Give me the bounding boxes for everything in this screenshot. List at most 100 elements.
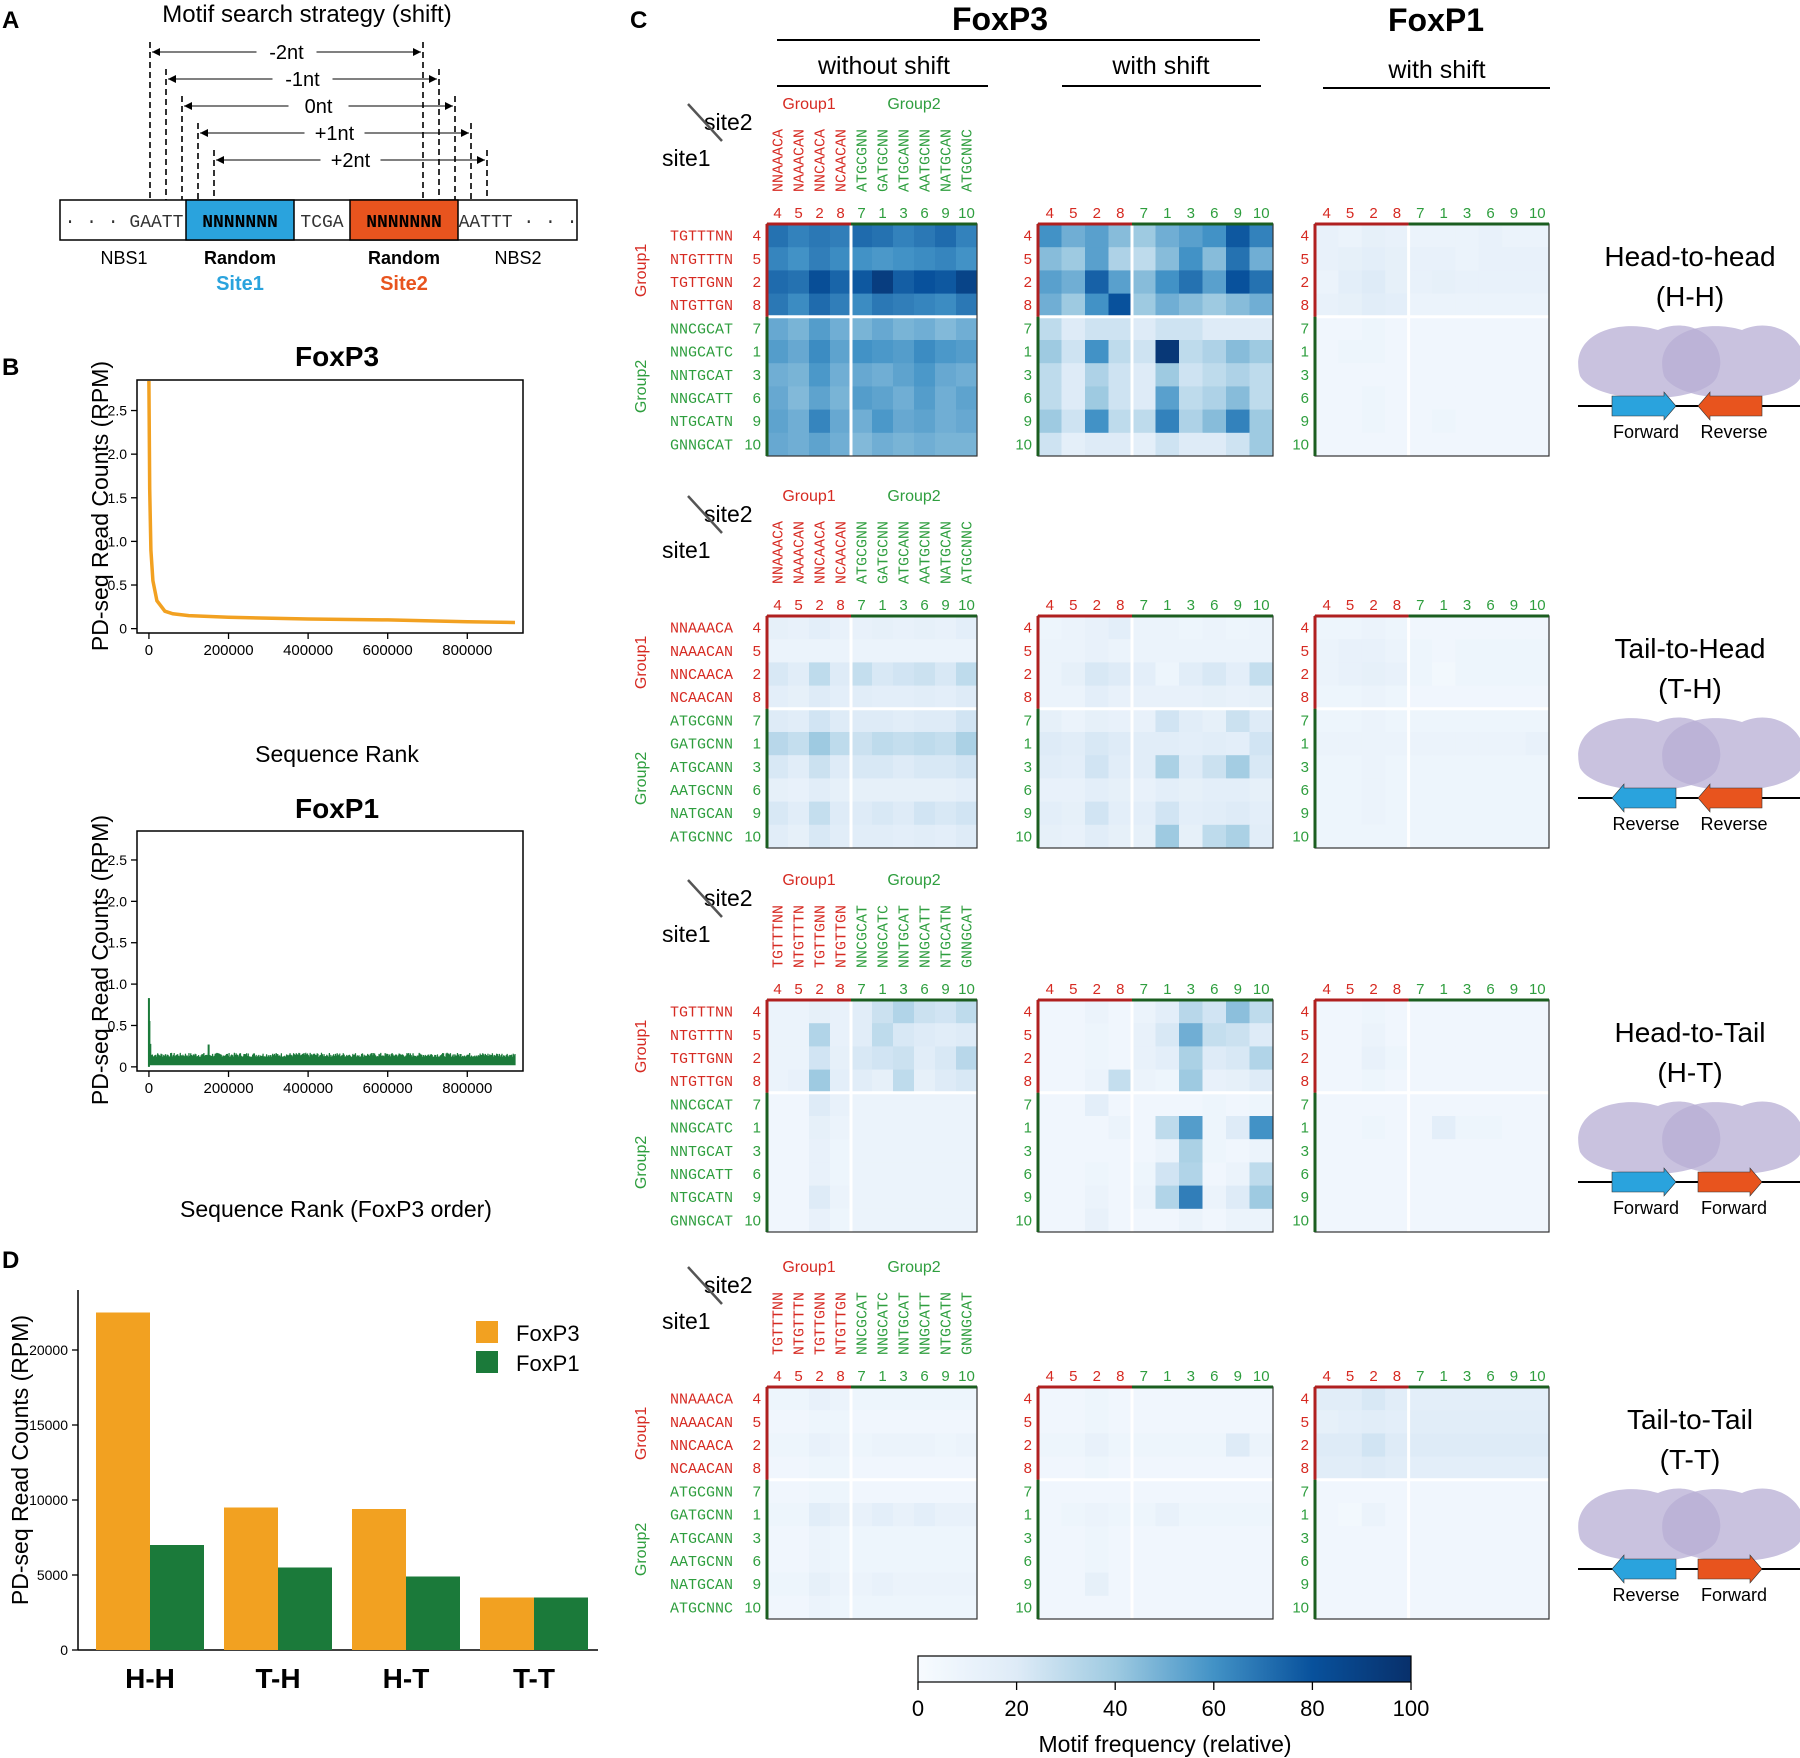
x-tick-label: 800000: [442, 1080, 492, 1097]
col-index-label: 4: [1046, 597, 1054, 614]
heatmap-cell: [1038, 247, 1062, 271]
row-index-label: 6: [1301, 782, 1309, 799]
heatmap-cell: [1038, 1572, 1062, 1597]
heatmap-cell: [1179, 662, 1203, 686]
row-index-label: 6: [753, 782, 761, 799]
heatmap-cell: [1455, 409, 1480, 434]
heatmap-cell: [1455, 1162, 1480, 1186]
heatmap-cell: [1202, 616, 1227, 640]
heatmap-cell: [1315, 1162, 1339, 1186]
heatmap-cell: [956, 1116, 978, 1140]
row-index-label: 9: [753, 805, 761, 822]
heatmap-cell: [872, 1092, 894, 1117]
heatmap-cell: [1249, 1162, 1274, 1186]
row-index-label: 4: [1301, 1391, 1309, 1408]
heatmap-cell: [935, 685, 957, 710]
heatmap-cell: [914, 1387, 936, 1411]
heatmap-cell: [1478, 409, 1503, 434]
heatmap-cell: [872, 616, 894, 640]
heatmap-cell: [1249, 1503, 1274, 1527]
heatmap-cell: [1361, 1503, 1386, 1527]
heatmap-cell: [1038, 386, 1062, 410]
row-index-label: 6: [753, 1553, 761, 1570]
heatmap-cell: [1315, 1387, 1339, 1411]
heatmap-cell: [788, 824, 810, 849]
site2-orientation-label: Reverse: [1700, 814, 1767, 834]
heatmap-cell: [914, 1456, 936, 1481]
heatmap-cell: [767, 1000, 789, 1024]
heatmap-cell: [914, 409, 936, 434]
heatmap-cell: [1249, 1116, 1274, 1140]
heatmap-cell: [935, 1139, 957, 1163]
heatmap-cell: [1085, 363, 1109, 387]
heatmap-cell: [767, 685, 789, 710]
heatmap-cell: [956, 363, 978, 387]
heatmap-cell: [935, 708, 957, 733]
heatmap-cell: [956, 1046, 978, 1070]
heatmap-cell: [1038, 1410, 1062, 1434]
heatmap-cell: [1408, 1116, 1433, 1140]
heatmap-cell: [1478, 1572, 1503, 1597]
heatmap-cell: [956, 662, 978, 686]
heatmap-cell: [1478, 616, 1503, 640]
row-index-label: 1: [753, 1507, 761, 1524]
row-index-label: 2: [1024, 666, 1032, 683]
heatmap-cell: [1408, 1023, 1433, 1047]
row-index-label: 7: [753, 320, 761, 337]
orientation-name: Head-to-Tail: [1615, 1017, 1766, 1048]
heatmap-cell: [1085, 293, 1109, 318]
orientation-name: Tail-to-Tail: [1627, 1404, 1753, 1435]
heatmap-cell: [1361, 639, 1386, 663]
col-index-label: 9: [1234, 1368, 1242, 1385]
heatmap-cell: [1155, 1092, 1180, 1117]
heatmap-cell: [1038, 340, 1062, 364]
heatmap-cell: [956, 1069, 978, 1094]
heatmap-cell: [1408, 801, 1433, 826]
heatmap-cell: [872, 1023, 894, 1047]
heatmap-cell: [1478, 708, 1503, 733]
heatmap-cell: [1455, 1139, 1480, 1163]
foxp3-plot-xlabel: Sequence Rank: [255, 741, 419, 767]
heatmap-cell: [1502, 1595, 1526, 1620]
col-index-label: 9: [941, 205, 949, 222]
foxp3-rank-curve: [147, 380, 516, 625]
heatmap-cell: [1132, 662, 1156, 686]
foxp1-plot-frame: [136, 830, 524, 1072]
heatmap-cell: [1226, 432, 1250, 457]
col-index-label: 7: [857, 1368, 865, 1385]
heatmap-cell: [809, 1595, 831, 1620]
heatmap-cell: [1249, 1549, 1274, 1573]
heatmap-cell: [1108, 1387, 1133, 1411]
col-index-label: 1: [1163, 1368, 1171, 1385]
heatmap-cell: [872, 639, 894, 663]
heatmap-cell: [872, 316, 894, 341]
site2-arrow: [1697, 391, 1763, 421]
heatmap-cell: [830, 1526, 852, 1550]
heatmap-cell: [1525, 316, 1550, 341]
heatmap-cell: [935, 662, 957, 686]
site-divider: [687, 879, 723, 918]
row-index-label: 10: [1292, 436, 1309, 453]
heatmap-cell: [809, 293, 831, 318]
orientation-name: Tail-to-Head: [1615, 633, 1766, 664]
heatmap-cell: [1385, 340, 1409, 364]
heatmap-cell: [1226, 1092, 1250, 1117]
heatmap-cell: [1455, 685, 1480, 710]
heatmap-cell: [1432, 1433, 1456, 1457]
heatmap-cell: [956, 224, 978, 248]
heatmap-cell: [1249, 409, 1274, 434]
heatmap-cell: [1478, 363, 1503, 387]
heatmap-cell: [851, 1433, 873, 1457]
row-index-label: 8: [1301, 689, 1309, 706]
row-index-label: 6: [1024, 1166, 1032, 1183]
heatmap-cell: [809, 1456, 831, 1481]
heatmap-cell: [830, 778, 852, 802]
col-index-label: 10: [1253, 981, 1270, 998]
row-index-label: 10: [1015, 436, 1032, 453]
heatmap-cell: [1315, 340, 1339, 364]
heatmap-cell: [1085, 1046, 1109, 1070]
row-index-label: 10: [1292, 1599, 1309, 1616]
heatmap-cell: [851, 1139, 873, 1163]
site2-arrow: [1697, 783, 1763, 813]
heatmap-cell: [1249, 1479, 1274, 1504]
